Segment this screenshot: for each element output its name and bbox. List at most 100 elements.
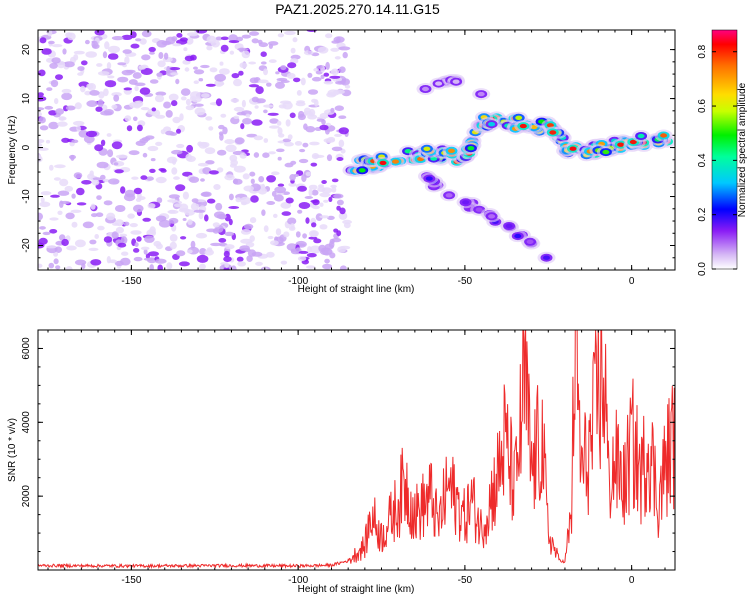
lower-branch-core bbox=[425, 176, 433, 181]
noise-blob bbox=[336, 205, 341, 211]
main-trace-core bbox=[423, 146, 431, 151]
noise-blob bbox=[237, 261, 247, 267]
noise-blob bbox=[107, 75, 115, 79]
noise-blob bbox=[165, 130, 175, 136]
top-x-tick-label: -150 bbox=[121, 276, 141, 287]
noise-blob bbox=[178, 261, 190, 267]
noise-blob bbox=[136, 236, 142, 242]
noise-blob bbox=[89, 239, 97, 245]
main-trace-core bbox=[488, 122, 496, 127]
bottom-x-tick-label: 0 bbox=[629, 575, 635, 586]
noise-blob bbox=[217, 149, 227, 156]
noise-blob bbox=[200, 178, 205, 182]
noise-blob bbox=[155, 258, 167, 264]
noise-blob bbox=[57, 190, 70, 196]
noise-blob bbox=[98, 91, 105, 99]
noise-blob bbox=[305, 217, 310, 224]
noise-blob bbox=[309, 245, 322, 254]
noise-blob bbox=[251, 38, 259, 44]
noise-blob bbox=[72, 120, 85, 126]
noise-blob bbox=[246, 255, 253, 262]
bottom-x-tick-label: -50 bbox=[458, 575, 473, 586]
noise-blob bbox=[114, 205, 126, 212]
noise-blob bbox=[104, 41, 110, 50]
noise-blob bbox=[180, 88, 191, 96]
noise-blob bbox=[48, 40, 55, 45]
noise-blob bbox=[71, 221, 78, 228]
noise-blob bbox=[299, 148, 306, 153]
noise-blob bbox=[38, 111, 42, 117]
noise-blob bbox=[48, 110, 57, 116]
noise-blob bbox=[46, 245, 57, 249]
lower-branch-core bbox=[445, 193, 453, 198]
noise-blob bbox=[187, 219, 193, 226]
noise-blob bbox=[333, 89, 345, 95]
noise-blob bbox=[51, 57, 61, 64]
noise-blob bbox=[91, 40, 98, 49]
top-plot-frame bbox=[37, 29, 676, 271]
noise-blob bbox=[204, 214, 209, 222]
noise-blob bbox=[122, 49, 132, 54]
main-trace-core bbox=[467, 146, 475, 151]
noise-blob bbox=[258, 79, 269, 84]
noise-blob bbox=[330, 68, 340, 76]
noise-blob bbox=[96, 63, 103, 67]
main-trace-core bbox=[602, 149, 610, 155]
noise-blob bbox=[323, 199, 329, 203]
main-trace-core bbox=[660, 133, 668, 138]
noise-blob bbox=[38, 116, 46, 124]
noise-blob bbox=[140, 246, 150, 251]
noise-blob bbox=[269, 118, 279, 124]
noise-blob bbox=[286, 72, 296, 79]
noise-blob bbox=[108, 45, 120, 54]
noise-blob bbox=[223, 250, 230, 258]
noise-blob bbox=[125, 69, 136, 74]
noise-blob bbox=[195, 232, 208, 239]
noise-blob bbox=[312, 205, 320, 210]
noise-blob bbox=[323, 80, 334, 85]
noise-blob bbox=[179, 113, 184, 121]
noise-blob bbox=[288, 182, 297, 187]
noise-blob bbox=[256, 98, 266, 104]
noise-blob bbox=[263, 109, 268, 114]
upper-fragment-core bbox=[477, 91, 485, 97]
noise-blob bbox=[149, 264, 154, 270]
noise-blob bbox=[77, 72, 84, 76]
noise-blob bbox=[266, 82, 272, 87]
noise-blob bbox=[215, 98, 223, 107]
noise-blob bbox=[319, 124, 329, 131]
noise-blob bbox=[130, 230, 142, 235]
noise-blob bbox=[134, 85, 139, 92]
noise-blob bbox=[49, 62, 58, 69]
upper-fragment-core bbox=[422, 86, 429, 92]
noise-blob bbox=[64, 185, 74, 192]
noise-blob bbox=[233, 106, 245, 112]
noise-blob bbox=[220, 36, 229, 41]
noise-blob bbox=[84, 90, 92, 96]
noise-blob bbox=[194, 107, 206, 116]
noise-blob bbox=[167, 199, 178, 203]
noise-blob bbox=[292, 37, 298, 43]
noise-blob bbox=[156, 72, 163, 77]
noise-blob bbox=[282, 138, 292, 143]
noise-blob bbox=[311, 76, 322, 82]
noise-blob bbox=[277, 33, 285, 38]
noise-blob bbox=[155, 243, 163, 250]
noise-blob bbox=[135, 38, 142, 42]
noise-blob bbox=[166, 66, 171, 74]
noise-blob bbox=[277, 127, 283, 135]
noise-blob bbox=[48, 121, 59, 130]
noise-blob bbox=[179, 37, 188, 42]
noise-blob bbox=[168, 93, 179, 102]
noise-blob bbox=[39, 226, 46, 230]
noise-blob bbox=[176, 250, 186, 257]
noise-blob bbox=[251, 119, 263, 126]
noise-blob bbox=[133, 256, 143, 262]
bottom-y-tick-label: 4000 bbox=[21, 411, 32, 434]
noise-blob bbox=[151, 107, 157, 112]
noise-blob bbox=[293, 77, 301, 83]
noise-blob bbox=[328, 241, 335, 248]
noise-blob bbox=[298, 250, 309, 254]
noise-blob bbox=[133, 204, 144, 213]
